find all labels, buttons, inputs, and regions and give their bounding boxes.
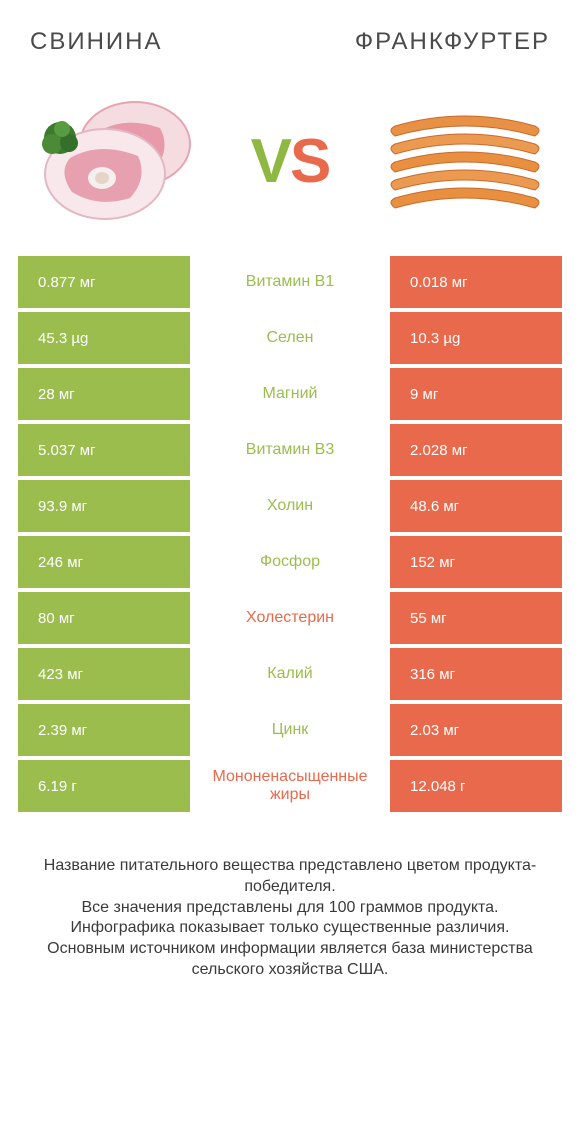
header: СВИНИНА ФРАНКФУРТЕР xyxy=(0,0,580,66)
cell-left-value: 6.19 г xyxy=(18,760,190,812)
cell-nutrient-label: Холин xyxy=(190,480,390,532)
pork-image xyxy=(30,86,205,236)
table-row: 6.19 гМононенасыщенные жиры12.048 г xyxy=(18,760,562,812)
cell-nutrient-label: Фосфор xyxy=(190,536,390,588)
cell-nutrient-label: Магний xyxy=(190,368,390,420)
footer-line-3: Инфографика показывает только существенн… xyxy=(24,918,556,939)
cell-left-value: 93.9 мг xyxy=(18,480,190,532)
table-row: 28 мгМагний9 мг xyxy=(18,368,562,420)
table-row: 2.39 мгЦинк2.03 мг xyxy=(18,704,562,756)
cell-nutrient-label: Селен xyxy=(190,312,390,364)
table-row: 93.9 мгХолин48.6 мг xyxy=(18,480,562,532)
cell-left-value: 423 мг xyxy=(18,648,190,700)
cell-nutrient-label: Витамин B3 xyxy=(190,424,390,476)
frankfurter-image xyxy=(375,86,550,236)
title-right: ФРАНКФУРТЕР xyxy=(355,28,550,56)
comparison-table: 0.877 мгВитамин B10.018 мг45.3 µgСелен10… xyxy=(0,256,580,812)
cell-right-value: 0.018 мг xyxy=(390,256,562,308)
cell-right-value: 2.03 мг xyxy=(390,704,562,756)
cell-right-value: 2.028 мг xyxy=(390,424,562,476)
footer-line-4: Основным источником информации является … xyxy=(24,939,556,981)
footer-line-1: Название питательного вещества представл… xyxy=(24,856,556,898)
vs-label: VS xyxy=(251,126,330,197)
table-row: 0.877 мгВитамин B10.018 мг xyxy=(18,256,562,308)
cell-left-value: 5.037 мг xyxy=(18,424,190,476)
cell-left-value: 80 мг xyxy=(18,592,190,644)
cell-left-value: 45.3 µg xyxy=(18,312,190,364)
cell-left-value: 246 мг xyxy=(18,536,190,588)
table-row: 45.3 µgСелен10.3 µg xyxy=(18,312,562,364)
table-row: 423 мгКалий316 мг xyxy=(18,648,562,700)
cell-nutrient-label: Витамин B1 xyxy=(190,256,390,308)
cell-left-value: 2.39 мг xyxy=(18,704,190,756)
cell-nutrient-label: Калий xyxy=(190,648,390,700)
cell-right-value: 316 мг xyxy=(390,648,562,700)
title-left: СВИНИНА xyxy=(30,28,163,56)
cell-nutrient-label: Мононенасыщенные жиры xyxy=(190,760,390,812)
table-row: 5.037 мгВитамин B32.028 мг xyxy=(18,424,562,476)
cell-right-value: 10.3 µg xyxy=(390,312,562,364)
table-row: 246 мгФосфор152 мг xyxy=(18,536,562,588)
cell-left-value: 0.877 мг xyxy=(18,256,190,308)
footer: Название питательного вещества представл… xyxy=(0,816,580,981)
cell-right-value: 55 мг xyxy=(390,592,562,644)
images-row: VS xyxy=(0,66,580,256)
cell-nutrient-label: Холестерин xyxy=(190,592,390,644)
table-row: 80 мгХолестерин55 мг xyxy=(18,592,562,644)
footer-line-2: Все значения представлены для 100 граммо… xyxy=(24,898,556,919)
vs-v: V xyxy=(251,127,290,196)
cell-right-value: 12.048 г xyxy=(390,760,562,812)
cell-nutrient-label: Цинк xyxy=(190,704,390,756)
cell-left-value: 28 мг xyxy=(18,368,190,420)
cell-right-value: 48.6 мг xyxy=(390,480,562,532)
cell-right-value: 9 мг xyxy=(390,368,562,420)
vs-s: S xyxy=(290,127,329,196)
cell-right-value: 152 мг xyxy=(390,536,562,588)
